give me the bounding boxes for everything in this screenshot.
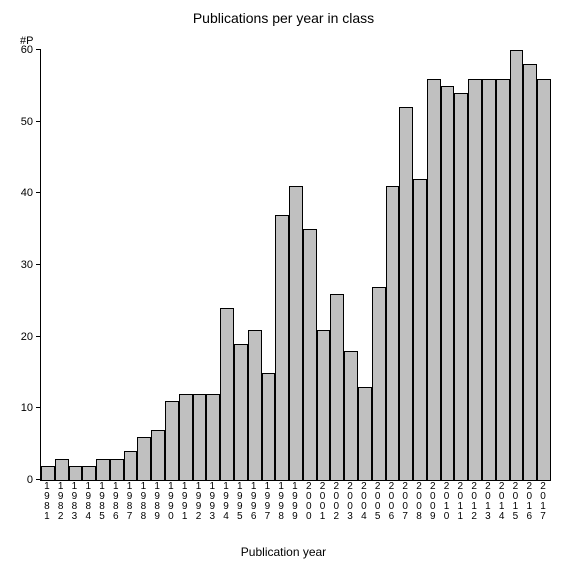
x-tick-label: 2012 [467,482,481,522]
x-tick-label: 2009 [426,482,440,522]
x-tick-label: 1985 [95,482,109,522]
x-tick-label: 1986 [109,482,123,522]
bar [248,330,262,481]
x-tick-label: 1989 [150,482,164,522]
bar [441,86,455,480]
plot-area: 0102030405060 [40,50,551,481]
x-tick-label: 1982 [54,482,68,522]
x-tick-label: 1999 [288,482,302,522]
x-tick-label: 2017 [536,482,550,522]
bar [275,215,289,480]
bar [358,387,372,480]
x-tick-label: 2007 [398,482,412,522]
bar [124,451,138,480]
bar [179,394,193,480]
bars-group [41,50,551,480]
x-tick-label: 2001 [316,482,330,522]
bar [151,430,165,480]
x-tick-label: 1984 [81,482,95,522]
bar [69,466,83,480]
bar [220,308,234,480]
y-tick-label: 60 [21,44,33,56]
bar [482,79,496,480]
x-tick-label: 1990 [164,482,178,522]
y-tick-label: 40 [21,187,33,199]
x-tick-label: 2005 [371,482,385,522]
bar [262,373,276,481]
x-tick-label: 1987 [123,482,137,522]
x-tick-label: 2013 [481,482,495,522]
x-tick-label: 2002 [329,482,343,522]
y-tick [36,121,41,122]
bar [41,466,55,480]
y-tick [36,336,41,337]
bar [372,287,386,481]
x-tick-label: 1981 [40,482,54,522]
x-tick-label: 2008 [412,482,426,522]
x-tick-label: 2011 [453,482,467,522]
y-tick-label: 0 [27,474,33,486]
x-tick-label: 2015 [509,482,523,522]
chart-title: Publications per year in class [0,10,567,26]
bar [386,186,400,480]
bar [96,459,110,481]
bar [110,459,124,481]
x-tick-label: 2000 [302,482,316,522]
y-tick-label: 10 [21,402,33,414]
y-tick [36,264,41,265]
y-tick-label: 30 [21,259,33,271]
y-tick [36,479,41,480]
x-tick-label: 1994 [219,482,233,522]
bar [468,79,482,480]
bar [82,466,96,480]
bar [510,50,524,480]
bar [193,394,207,480]
x-tick-label: 2006 [385,482,399,522]
y-tick-label: 20 [21,331,33,343]
bar [454,93,468,480]
x-tick-label: 2003 [343,482,357,522]
chart-container: Publications per year in class #P 010203… [0,0,567,567]
x-tick-label: 2004 [357,482,371,522]
bar [206,394,220,480]
x-tick-label: 1988 [136,482,150,522]
x-tick-label: 2016 [522,482,536,522]
bar [330,294,344,480]
x-tick-label: 1996 [247,482,261,522]
x-tick-label: 1991 [178,482,192,522]
x-tick-label: 2010 [440,482,454,522]
x-tick-label: 1983 [68,482,82,522]
bar [413,179,427,480]
y-tick [36,407,41,408]
x-tick-label: 1997 [261,482,275,522]
y-tick-label: 50 [21,116,33,128]
x-axis-title: Publication year [0,545,567,559]
bar [303,229,317,480]
bar [317,330,331,481]
y-tick [36,49,41,50]
bar [165,401,179,480]
x-tick-label: 1995 [233,482,247,522]
x-tick-label: 1992 [192,482,206,522]
bar [344,351,358,480]
y-tick [36,192,41,193]
x-tick-label: 1998 [274,482,288,522]
bar [523,64,537,480]
bar [399,107,413,480]
x-tick-label: 1993 [205,482,219,522]
x-axis-labels: 1981198219831984198519861987198819891990… [40,482,550,522]
bar [137,437,151,480]
bar [496,79,510,480]
bar [289,186,303,480]
bar [537,79,551,480]
x-tick-label: 2014 [495,482,509,522]
bar [234,344,248,480]
bar [427,79,441,480]
bar [55,459,69,481]
